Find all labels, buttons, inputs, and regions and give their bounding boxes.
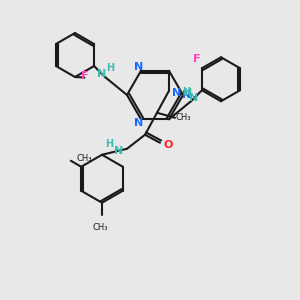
Text: CH₃: CH₃ — [92, 223, 108, 232]
Text: N: N — [172, 88, 182, 98]
Text: H: H — [183, 88, 191, 98]
Text: N: N — [98, 69, 106, 79]
Text: N: N — [189, 93, 199, 103]
Text: O: O — [163, 140, 173, 150]
Text: N: N — [114, 146, 124, 156]
Text: N: N — [134, 62, 144, 72]
Text: H: H — [182, 87, 190, 97]
Text: CH₃: CH₃ — [77, 154, 92, 163]
Text: F: F — [193, 54, 201, 64]
Text: F: F — [81, 70, 88, 81]
Text: N: N — [134, 118, 144, 128]
Text: N: N — [182, 90, 192, 100]
Text: CH₃: CH₃ — [175, 113, 191, 122]
Text: H: H — [105, 139, 113, 149]
Text: H: H — [106, 63, 114, 73]
